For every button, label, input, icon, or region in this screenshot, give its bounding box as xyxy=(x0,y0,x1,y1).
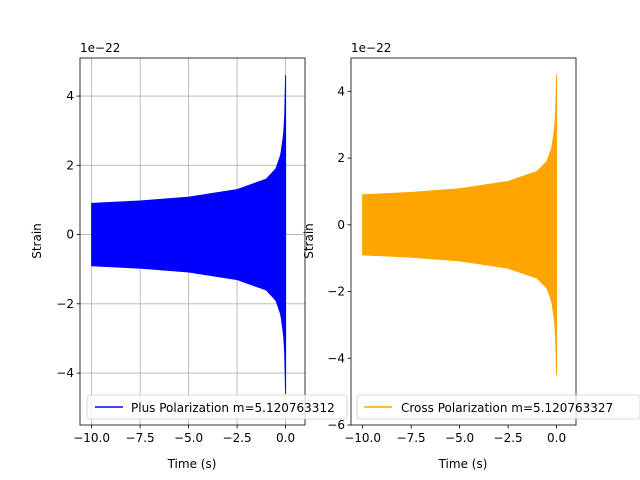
right-y-tick-label: 4 xyxy=(337,84,345,98)
left-offset-text: 1e−22 xyxy=(80,41,120,55)
right-y-axis-label: Strain xyxy=(302,223,316,259)
right-legend-label: Cross Polarization m=5.120763327 xyxy=(401,401,613,415)
left-y-tick-label: 0 xyxy=(66,228,74,242)
right-y-tick-label: 0 xyxy=(337,218,345,232)
left-legend: Plus Polarization m=5.120763312 xyxy=(86,394,348,420)
left-y-ticks: −4 −2 0 2 4 xyxy=(56,89,80,380)
left-x-tick-label: 0.0 xyxy=(276,431,295,445)
right-x-tick-label: −5.0 xyxy=(445,431,474,445)
left-y-tick-label: −2 xyxy=(56,297,74,311)
left-x-tick-label: −5.0 xyxy=(174,431,203,445)
left-legend-label: Plus Polarization m=5.120763312 xyxy=(131,401,335,415)
right-y-tick-label: 2 xyxy=(337,151,345,165)
right-x-ticks: −10.0 −7.5 −5.0 −2.5 0.0 xyxy=(344,425,566,445)
right-y-tick-label: −4 xyxy=(327,351,345,365)
left-panel: −10.0 −7.5 −5.0 −2.5 0.0 −4 −2 0 2 4 1e−22 Time … xyxy=(30,41,348,471)
left-x-tick-label: −10.0 xyxy=(73,431,110,445)
right-axes-frame xyxy=(350,57,577,426)
left-y-tick-label: 2 xyxy=(66,158,74,172)
left-axes-frame xyxy=(79,57,306,426)
right-x-tick-label: −2.5 xyxy=(494,431,523,445)
left-legend-box xyxy=(86,394,348,420)
right-x-tick-label: −7.5 xyxy=(397,431,426,445)
right-legend-box xyxy=(356,394,640,420)
right-y-ticks: −6 −4 −2 0 2 4 xyxy=(327,84,351,432)
right-x-axis-label: Time (s) xyxy=(438,457,488,471)
right-waveform xyxy=(362,74,558,375)
cross-polarization-envelope xyxy=(362,74,558,375)
plus-polarization-envelope xyxy=(91,75,287,394)
right-y-tick-label: −2 xyxy=(327,285,345,299)
left-waveform xyxy=(91,75,287,394)
right-x-tick-label: 0.0 xyxy=(547,431,566,445)
right-offset-text: 1e−22 xyxy=(351,41,391,55)
left-x-tick-label: −7.5 xyxy=(126,431,155,445)
right-legend: Cross Polarization m=5.120763327 xyxy=(356,394,640,420)
right-y-tick-label: −6 xyxy=(327,418,345,432)
right-x-tick-label: −10.0 xyxy=(344,431,381,445)
left-y-tick-label: 4 xyxy=(66,89,74,103)
left-y-tick-label: −4 xyxy=(56,366,74,380)
left-y-axis-label: Strain xyxy=(30,223,44,259)
left-x-axis-label: Time (s) xyxy=(167,457,217,471)
left-x-tick-label: −2.5 xyxy=(223,431,252,445)
right-panel: −10.0 −7.5 −5.0 −2.5 0.0 −6 −4 −2 0 2 4 1e−22 Tim… xyxy=(302,41,640,471)
left-x-ticks: −10.0 −7.5 −5.0 −2.5 0.0 xyxy=(73,425,295,445)
